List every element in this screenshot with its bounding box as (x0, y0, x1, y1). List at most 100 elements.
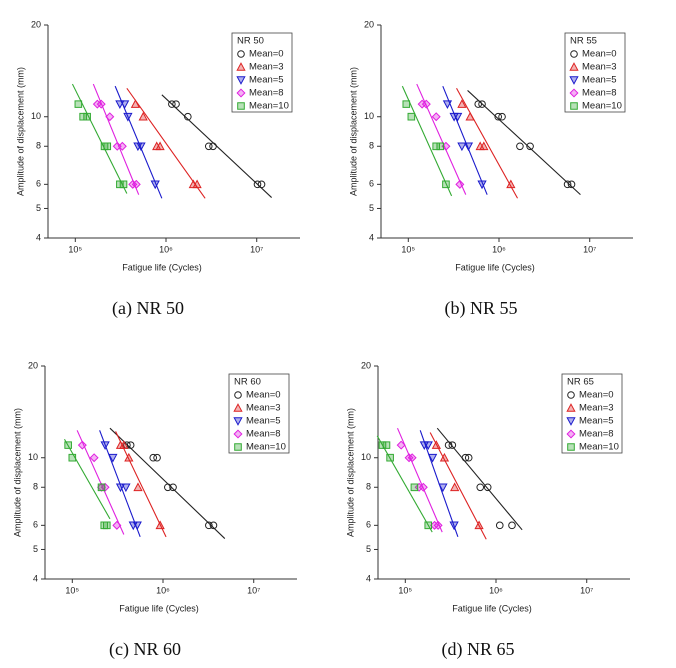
y-tick-label: 4 (36, 232, 41, 242)
marker (442, 100, 453, 109)
legend-label: Mean=5 (582, 75, 617, 86)
marker (461, 453, 470, 462)
legend-label: Mean=10 (246, 442, 286, 453)
marker (149, 453, 158, 462)
marker (133, 482, 143, 492)
x-tick-label: 10⁶ (156, 585, 170, 595)
legend-label: Mean=3 (249, 62, 284, 73)
marker (115, 483, 126, 493)
marker (494, 112, 503, 121)
legend-label: Mean=10 (249, 101, 289, 112)
y-axis-label: Amplitude of displacement (mm) (12, 408, 22, 537)
marker (450, 482, 460, 492)
y-tick-label: 8 (369, 141, 374, 151)
y-axis-label: Amplitude of displacement (mm) (15, 67, 25, 196)
legend-label: Mean=5 (249, 75, 284, 86)
legend-title: NR 55 (570, 36, 597, 47)
y-tick-label: 4 (33, 573, 38, 583)
y-axis-label: Amplitude of displacement (mm) (345, 408, 355, 537)
y-tick-label: 6 (366, 520, 371, 530)
y-tick-label: 5 (36, 203, 41, 213)
marker (117, 141, 127, 151)
marker (100, 441, 110, 450)
marker (382, 441, 391, 449)
marker (479, 141, 489, 151)
marker (407, 112, 416, 121)
legend-marker (570, 50, 578, 58)
marker (396, 440, 406, 450)
marker (123, 112, 133, 122)
marker (449, 521, 459, 531)
marker (119, 180, 128, 189)
legend-label: Mean=10 (579, 442, 619, 453)
marker (130, 99, 141, 108)
legend-marker (236, 76, 246, 85)
marker (439, 452, 450, 462)
legend-marker (237, 50, 245, 58)
legend-label: Mean=0 (246, 390, 281, 401)
marker (132, 521, 142, 531)
marker (457, 142, 467, 152)
marker (119, 440, 129, 449)
y-tick-label: 10 (361, 452, 371, 462)
x-axis-label: Fatigue life (Cycles) (122, 262, 202, 272)
legend-box (231, 32, 293, 113)
legend-box (561, 373, 623, 454)
y-tick-label: 8 (366, 482, 371, 492)
marker (438, 483, 448, 493)
marker (410, 483, 419, 492)
legend-label: Mean=8 (582, 88, 617, 99)
legend-label: Mean=5 (246, 416, 281, 427)
legend-marker (234, 443, 242, 451)
legend-label: Mean=10 (582, 101, 622, 112)
marker (442, 180, 450, 189)
legend-title: NR 65 (567, 377, 594, 388)
marker (102, 521, 111, 530)
legend-marker (566, 417, 576, 426)
fit-line (92, 83, 140, 195)
fit-line (64, 438, 111, 520)
legend-label: Mean=0 (582, 49, 617, 60)
legend-marker (566, 429, 576, 439)
y-tick-label: 10 (31, 111, 41, 121)
fit-line (401, 85, 453, 197)
x-tick-label: 10⁷ (250, 244, 263, 254)
marker (124, 452, 134, 462)
legend-marker (567, 391, 575, 399)
fit-line (126, 87, 206, 199)
marker (68, 453, 77, 462)
marker (172, 100, 180, 108)
y-tick-label: 20 (364, 19, 374, 29)
legend-marker (233, 429, 243, 439)
legend-box (564, 32, 626, 113)
y-tick-label: 4 (366, 573, 371, 583)
marker (431, 440, 442, 449)
fit-line (456, 87, 519, 199)
x-tick-label: 10⁷ (247, 585, 260, 595)
y-tick-label: 10 (364, 111, 374, 121)
x-tick-label: 10⁵ (401, 244, 415, 254)
marker (105, 112, 115, 122)
marker (465, 111, 475, 121)
fit-line (115, 431, 167, 538)
marker (155, 141, 165, 151)
marker (455, 179, 465, 189)
marker (153, 453, 161, 462)
fit-line (416, 83, 467, 195)
caption: (d) NR 65 (442, 639, 515, 660)
marker (257, 180, 266, 189)
fit-line (442, 85, 488, 195)
y-tick-label: 20 (361, 360, 371, 370)
marker (444, 441, 453, 449)
marker (563, 180, 572, 189)
legend-label: Mean=0 (579, 390, 614, 401)
marker (567, 180, 576, 189)
y-tick-label: 8 (33, 482, 38, 492)
legend-box (228, 373, 290, 454)
marker (120, 100, 130, 109)
fit-line (429, 432, 487, 540)
marker (483, 483, 492, 492)
legend-label: Mean=3 (582, 62, 617, 73)
x-tick-label: 10⁷ (580, 585, 593, 595)
y-tick-label: 6 (36, 179, 41, 189)
